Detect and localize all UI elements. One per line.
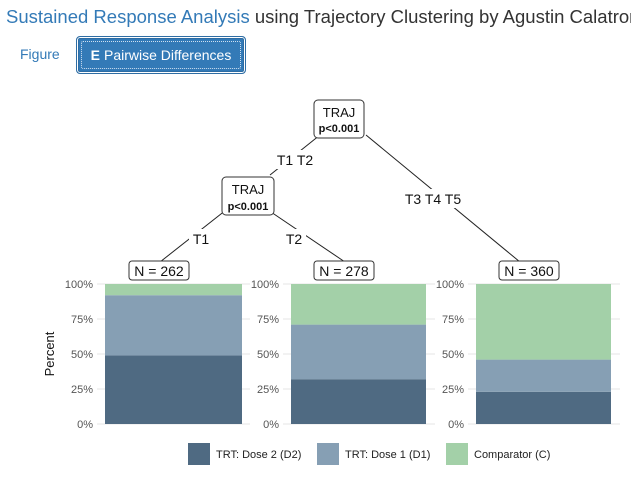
edge-label-root-right: T3 T4 T5 bbox=[405, 191, 462, 207]
legend-swatch bbox=[317, 443, 339, 465]
tree-node-root: TRAJ p<0.001 bbox=[313, 99, 365, 139]
legend-swatch bbox=[446, 443, 468, 465]
tab-figure[interactable]: Figure bbox=[20, 46, 60, 62]
y-tick-label: 50% bbox=[442, 349, 464, 361]
legend-label: Comparator (C) bbox=[474, 449, 550, 461]
title-link[interactable]: Sustained Response Analysis bbox=[6, 6, 250, 27]
y-tick-label: 25% bbox=[71, 384, 93, 396]
y-axis-label: Percent bbox=[42, 331, 57, 376]
leaf-3: N = 360 bbox=[498, 260, 560, 281]
y-tick-label: 75% bbox=[71, 314, 93, 326]
legend-item-3: Comparator (C) bbox=[446, 443, 550, 465]
panel-1: 0% 25% 50% 75% 100% bbox=[65, 279, 250, 431]
bar-segment-2 bbox=[476, 359, 611, 392]
bar-segment-3 bbox=[105, 284, 242, 296]
node-child-label: TRAJ bbox=[232, 182, 265, 197]
node-root-label: TRAJ bbox=[323, 105, 356, 120]
y-tick-label: 75% bbox=[257, 314, 279, 326]
leaf-2-count: N = 278 bbox=[319, 263, 369, 279]
legend-item-1: TRT: Dose 2 (D2) bbox=[188, 443, 301, 465]
leaf-1: N = 262 bbox=[128, 260, 190, 281]
bar-segment-3 bbox=[291, 284, 426, 325]
bar-segment-1 bbox=[476, 391, 611, 424]
y-tick-label: 100% bbox=[436, 279, 464, 291]
y-tick-label: 25% bbox=[257, 384, 279, 396]
leaf-1-count: N = 262 bbox=[134, 263, 184, 279]
edge-label-root-left: T1 T2 bbox=[277, 152, 314, 168]
legend: TRT: Dose 2 (D2) TRT: Dose 1 (D1) Comparat… bbox=[188, 443, 550, 465]
legend-label: TRT: Dose 1 (D1) bbox=[345, 449, 430, 461]
y-tick-label: 75% bbox=[442, 314, 464, 326]
tree-node-child: TRAJ p<0.001 bbox=[221, 176, 275, 216]
bar-segment-3 bbox=[476, 284, 611, 360]
edge-label-child-left: T1 bbox=[193, 231, 210, 247]
y-tick-label: 25% bbox=[442, 384, 464, 396]
bar-panels: 0% 25% 50% 75% 100% 0% 25% 50% 75% 100% 0% 25% 50% 75… bbox=[65, 279, 620, 431]
leaf-3-count: N = 360 bbox=[504, 263, 554, 279]
bar-segment-1 bbox=[105, 355, 242, 424]
leaf-2: N = 278 bbox=[313, 260, 375, 281]
title-rest: using Trajectory Clustering by Agustin C… bbox=[249, 6, 631, 27]
y-tick-label: 0% bbox=[448, 419, 464, 431]
panel-2: 0% 25% 50% 75% 100% bbox=[251, 279, 435, 431]
tab-key: E bbox=[90, 47, 100, 63]
bar-segment-2 bbox=[105, 295, 242, 356]
bar-segment-1 bbox=[291, 379, 426, 424]
legend-item-2: TRT: Dose 1 (D1) bbox=[317, 443, 430, 465]
y-tick-label: 50% bbox=[71, 349, 93, 361]
node-child-p: p<0.001 bbox=[228, 201, 269, 213]
node-root-p: p<0.001 bbox=[319, 123, 360, 135]
legend-swatch bbox=[188, 443, 210, 465]
y-tick-label: 50% bbox=[257, 349, 279, 361]
edge-label-child-right: T2 bbox=[286, 231, 303, 247]
bar-segment-2 bbox=[291, 324, 426, 380]
panel-3: 0% 25% 50% 75% 100% bbox=[436, 279, 620, 431]
y-tick-label: 100% bbox=[65, 279, 93, 291]
page-title: Sustained Response Analysis using Trajec… bbox=[6, 6, 631, 28]
tab-pairwise-label: Pairwise Differences bbox=[103, 47, 232, 63]
y-tick-label: 0% bbox=[263, 419, 279, 431]
legend-label: TRT: Dose 2 (D2) bbox=[216, 449, 301, 461]
y-tick-label: 0% bbox=[77, 419, 93, 431]
y-tick-label: 100% bbox=[251, 279, 279, 291]
